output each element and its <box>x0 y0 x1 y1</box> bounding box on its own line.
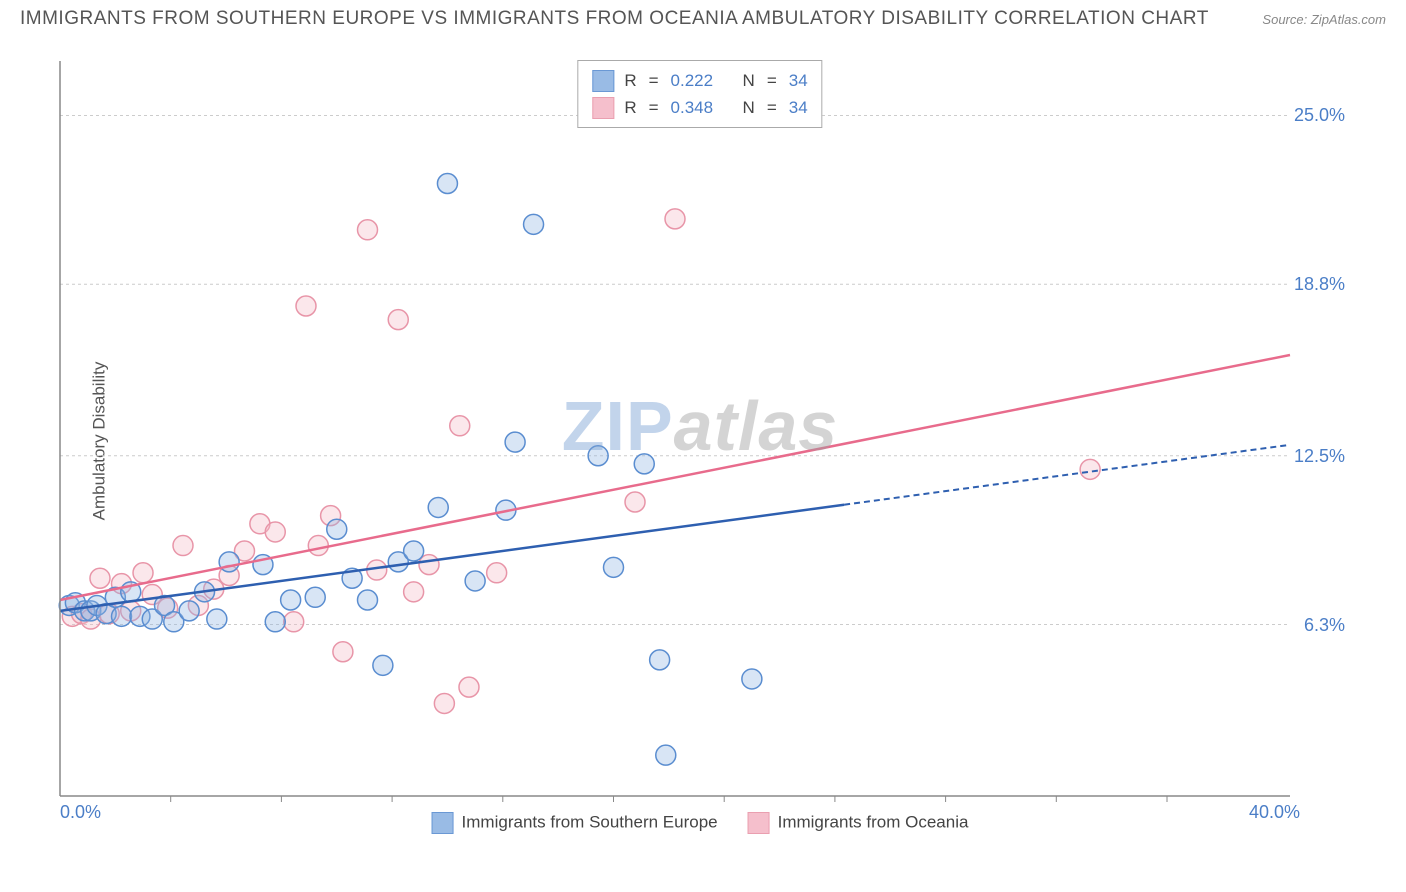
scatter-plot <box>50 56 1350 826</box>
equals-sign: = <box>649 94 659 121</box>
legend-correlation: R = 0.222 N = 34 R = 0.348 N = 34 <box>577 60 822 128</box>
legend-swatch-pink <box>592 97 614 119</box>
source-label: Source: <box>1262 12 1307 27</box>
trend-lines <box>60 355 1290 611</box>
header: IMMIGRANTS FROM SOUTHERN EUROPE VS IMMIG… <box>0 0 1406 34</box>
legend-row-blue: R = 0.222 N = 34 <box>592 67 807 94</box>
n-value-pink: 34 <box>789 94 808 121</box>
chart-container: Ambulatory Disability ZIPatlas R = 0.222… <box>50 56 1350 826</box>
legend-label-pink: Immigrants from Oceania <box>778 812 969 831</box>
n-label: N <box>743 67 755 94</box>
page-title: IMMIGRANTS FROM SOUTHERN EUROPE VS IMMIG… <box>20 8 1209 30</box>
n-label: N <box>743 94 755 121</box>
x-tick-label: 0.0% <box>60 802 101 823</box>
legend-row-pink: R = 0.348 N = 34 <box>592 94 807 121</box>
y-tick-label: 12.5% <box>1294 446 1345 467</box>
legend-label-blue: Immigrants from Southern Europe <box>462 812 718 831</box>
equals-sign: = <box>649 67 659 94</box>
equals-sign: = <box>767 67 777 94</box>
r-value-blue: 0.222 <box>671 67 714 94</box>
legend-item-pink: Immigrants from Oceania <box>748 812 969 834</box>
r-value-pink: 0.348 <box>671 94 714 121</box>
equals-sign: = <box>767 94 777 121</box>
r-label: R <box>624 94 636 121</box>
legend-swatch-pink <box>748 812 770 834</box>
y-tick-label: 18.8% <box>1294 274 1345 295</box>
x-tick-label: 40.0% <box>1249 802 1300 823</box>
legend-swatch-blue <box>592 70 614 92</box>
blue-points <box>59 174 762 766</box>
source-attribution: Source: ZipAtlas.com <box>1262 12 1386 27</box>
legend-item-blue: Immigrants from Southern Europe <box>432 812 718 834</box>
y-tick-label: 6.3% <box>1304 615 1345 636</box>
r-label: R <box>624 67 636 94</box>
y-tick-label: 25.0% <box>1294 105 1345 126</box>
axes <box>60 61 1290 802</box>
legend-swatch-blue <box>432 812 454 834</box>
n-value-blue: 34 <box>789 67 808 94</box>
source-name: ZipAtlas.com <box>1311 12 1386 27</box>
legend-series: Immigrants from Southern Europe Immigran… <box>432 812 969 834</box>
